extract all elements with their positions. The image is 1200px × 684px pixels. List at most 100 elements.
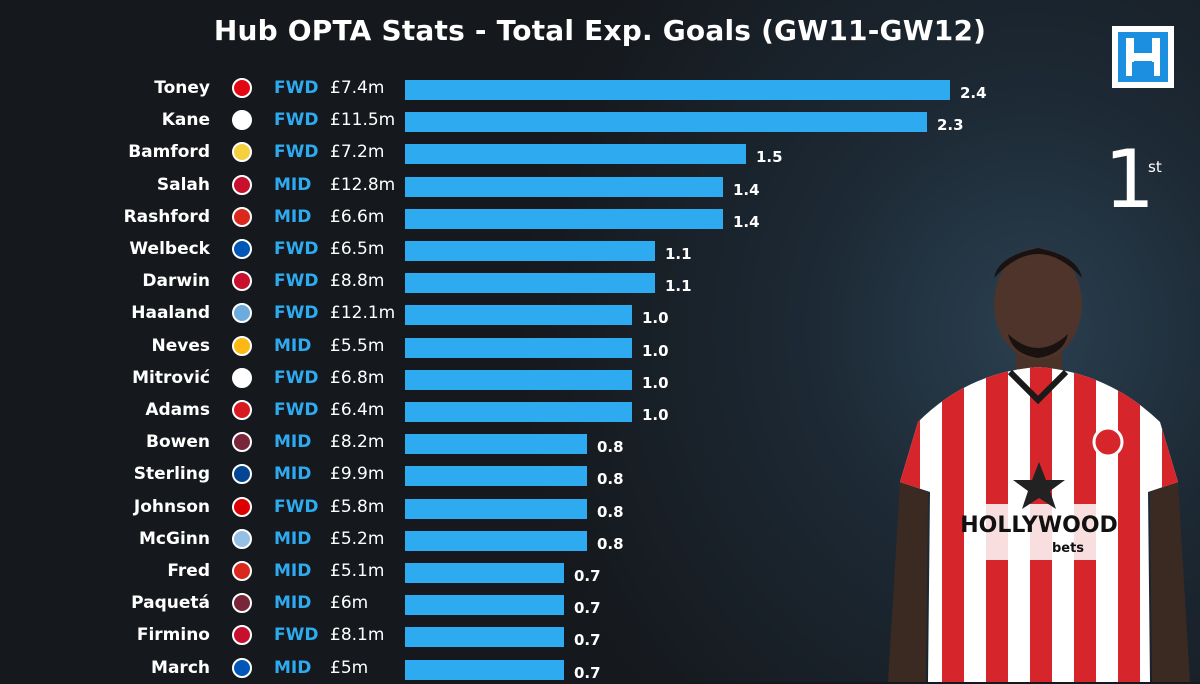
player-position: MID xyxy=(274,335,312,356)
player-price: £6.8m xyxy=(330,367,385,388)
bar xyxy=(405,369,632,390)
player-position: FWD xyxy=(274,78,319,98)
player-price: £5.5m xyxy=(330,335,385,356)
player-name: McGinn xyxy=(139,528,210,549)
chart-row: Johnson FWD £5.8m 0.8 xyxy=(0,491,1000,523)
sponsor-line2: bets xyxy=(1052,541,1084,556)
chart-row: Sterling MID £9.9m 0.8 xyxy=(0,458,1000,490)
bar-value-label: 0.8 xyxy=(597,438,624,457)
bar xyxy=(405,337,632,358)
bar xyxy=(405,208,723,229)
chart-row: Welbeck FWD £6.5m 1.1 xyxy=(0,233,1000,265)
club-crest-icon xyxy=(232,335,252,356)
player-name: Adams xyxy=(145,400,210,420)
player-position: MID xyxy=(274,174,312,195)
bar xyxy=(405,112,927,133)
chart-row: Toney FWD £7.4m 2.4 xyxy=(0,72,1000,104)
chart-row: Salah MID £12.8m 1.4 xyxy=(0,169,1000,201)
player-position: FWD xyxy=(274,625,319,646)
player-position: FWD xyxy=(274,239,319,259)
player-name: Rashford xyxy=(123,206,210,227)
chart-row: Bamford FWD £7.2m 1.5 xyxy=(0,136,1000,168)
player-position: MID xyxy=(274,657,312,678)
bar-value-label: 0.7 xyxy=(574,599,601,618)
club-crest-icon xyxy=(232,110,252,131)
club-crest-icon xyxy=(232,142,252,163)
player-position: FWD xyxy=(274,367,319,388)
player-price: £8.8m xyxy=(330,271,385,292)
club-crest-icon xyxy=(232,657,252,678)
bar xyxy=(405,530,587,551)
bar xyxy=(405,627,564,648)
club-crest-icon xyxy=(232,464,252,485)
bar xyxy=(405,273,655,294)
bar-value-label: 0.8 xyxy=(597,470,624,489)
player-price: £11.5m xyxy=(330,110,396,131)
chart-row: Rashford MID £6.6m 1.4 xyxy=(0,201,1000,233)
rank-number: 1 xyxy=(1104,133,1155,226)
player-price: £12.8m xyxy=(330,174,396,195)
player-name: Toney xyxy=(154,78,210,98)
player-position: MID xyxy=(274,464,312,485)
player-name: Bowen xyxy=(146,432,210,453)
bar-value-label: 1.4 xyxy=(733,180,760,199)
club-crest-icon xyxy=(232,367,252,388)
bar-value-label: 0.7 xyxy=(574,631,601,650)
bar xyxy=(405,595,564,616)
club-crest-icon xyxy=(232,496,252,517)
player-name: Firmino xyxy=(136,625,210,646)
bar xyxy=(405,144,746,165)
player-position: MID xyxy=(274,528,312,549)
player-price: £8.2m xyxy=(330,432,385,453)
player-price: £5m xyxy=(330,657,369,678)
bar-value-label: 1.4 xyxy=(733,212,760,231)
chart-row: McGinn MID £5.2m 0.8 xyxy=(0,523,1000,555)
player-price: £6m xyxy=(330,593,369,614)
club-crest-icon xyxy=(232,400,252,420)
bar-value-label: 1.0 xyxy=(642,309,669,328)
player-price: £6.4m xyxy=(330,400,385,420)
bar xyxy=(405,241,655,261)
player-name: Sterling xyxy=(133,464,210,485)
player-position: MID xyxy=(274,432,312,453)
bar-value-label: 2.3 xyxy=(937,116,964,135)
player-name: Darwin xyxy=(142,271,210,292)
bar-value-label: 1.5 xyxy=(756,148,783,167)
chart-row: Neves MID £5.5m 1.0 xyxy=(0,330,1000,362)
player-position: FWD xyxy=(274,496,319,517)
bar xyxy=(405,466,587,487)
bar-value-label: 0.7 xyxy=(574,663,601,682)
rank-indicator: 1 st xyxy=(1104,140,1162,220)
rank-suffix: st xyxy=(1148,158,1162,176)
bar-value-label: 1.0 xyxy=(642,341,669,360)
player-name: Mitrović xyxy=(132,367,210,388)
player-price: £5.1m xyxy=(330,561,385,581)
club-crest-icon xyxy=(232,432,252,453)
player-price: £5.2m xyxy=(330,528,385,549)
chart-row: Adams FWD £6.4m 1.0 xyxy=(0,394,1000,426)
player-position: FWD xyxy=(274,110,319,131)
bar xyxy=(405,498,587,519)
hub-logo-icon xyxy=(1112,26,1174,88)
club-crest-icon xyxy=(232,593,252,614)
chart-row: Fred MID £5.1m 0.7 xyxy=(0,555,1000,587)
player-price: £8.1m xyxy=(330,625,385,646)
player-position: FWD xyxy=(274,400,319,420)
bar-value-label: 1.1 xyxy=(665,277,692,296)
player-price: £12.1m xyxy=(330,303,396,324)
bar xyxy=(405,176,723,197)
bar xyxy=(405,563,564,583)
player-photo: HOLLYWOOD bets xyxy=(888,248,1190,682)
bar xyxy=(405,80,950,100)
player-position: FWD xyxy=(274,303,319,324)
club-crest-icon xyxy=(232,271,252,292)
player-price: £5.8m xyxy=(330,496,385,517)
player-name: Neves xyxy=(151,335,211,356)
player-position: FWD xyxy=(274,142,319,163)
club-crest-icon xyxy=(232,239,252,259)
bar-value-label: 0.7 xyxy=(574,567,601,585)
player-name: Welbeck xyxy=(129,239,210,259)
chart-row: Bowen MID £8.2m 0.8 xyxy=(0,426,1000,458)
club-crest-icon xyxy=(232,174,252,195)
chart-row: Paquetá MID £6m 0.7 xyxy=(0,587,1000,619)
